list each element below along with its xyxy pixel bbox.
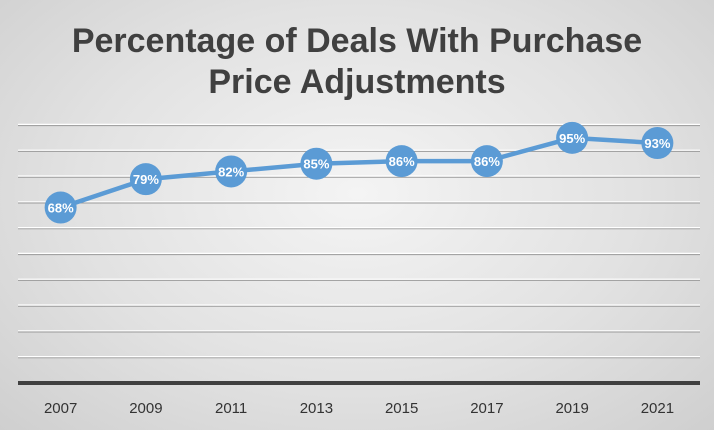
- x-tick-label: 2011: [215, 400, 247, 417]
- x-tick-label: 2021: [641, 400, 674, 417]
- x-tick-label: 2009: [129, 400, 162, 417]
- chart-title-line-2: Price Adjustments: [208, 63, 505, 101]
- data-point-marker: [641, 127, 674, 160]
- chart-title: Percentage of Deals With Purchase Price …: [72, 22, 642, 101]
- x-tick-label: 2007: [44, 400, 77, 417]
- data-point-marker: [556, 121, 589, 154]
- data-labels: 68% 79% 82% 85% 86% 86% 95% 93%: [48, 131, 671, 216]
- data-label: 68%: [48, 201, 74, 216]
- chart-title-line-1: Percentage of Deals With Purchase: [72, 22, 642, 60]
- x-axis-tick-labels: 2007 2009 2011 2013 2015 2017 2019 2021: [44, 400, 674, 417]
- data-label: 86%: [474, 154, 500, 169]
- data-point-marker: [44, 191, 77, 224]
- data-point-marker: [300, 147, 333, 180]
- data-markers: [44, 121, 674, 224]
- data-label: 93%: [644, 136, 670, 151]
- data-point-marker: [470, 145, 503, 178]
- data-label: 79%: [133, 172, 159, 187]
- data-point-marker: [215, 155, 248, 188]
- x-tick-label: 2013: [300, 400, 333, 417]
- data-label: 85%: [303, 157, 329, 172]
- data-label: 86%: [389, 154, 415, 169]
- x-tick-label: 2015: [385, 400, 418, 417]
- x-tick-label: 2019: [555, 400, 588, 417]
- data-label: 95%: [559, 131, 585, 146]
- data-label: 82%: [218, 164, 244, 179]
- data-point-marker: [129, 163, 162, 196]
- data-point-marker: [385, 145, 418, 178]
- gridlines: [18, 123, 700, 359]
- x-tick-label: 2017: [470, 400, 503, 417]
